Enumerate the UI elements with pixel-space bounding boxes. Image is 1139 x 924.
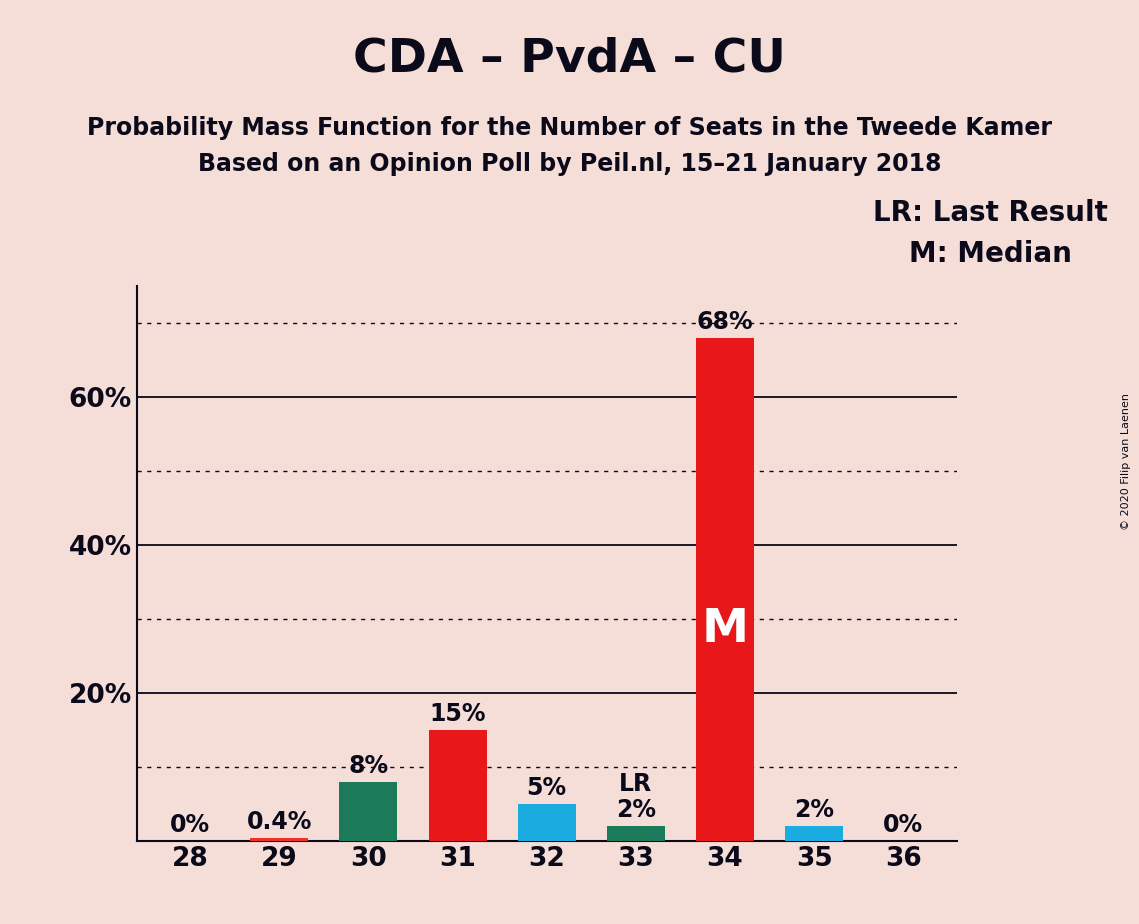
Text: 2%: 2%	[616, 798, 656, 822]
Text: © 2020 Filip van Laenen: © 2020 Filip van Laenen	[1121, 394, 1131, 530]
Text: 0%: 0%	[170, 813, 211, 837]
Text: LR: Last Result: LR: Last Result	[874, 199, 1108, 226]
Text: Probability Mass Function for the Number of Seats in the Tweede Kamer: Probability Mass Function for the Number…	[87, 116, 1052, 140]
Text: 68%: 68%	[697, 310, 753, 334]
Text: M: M	[702, 607, 748, 652]
Text: 15%: 15%	[429, 702, 486, 726]
Text: 0.4%: 0.4%	[247, 810, 312, 834]
Bar	[339, 782, 398, 841]
Text: Based on an Opinion Poll by Peil.nl, 15–21 January 2018: Based on an Opinion Poll by Peil.nl, 15–…	[198, 152, 941, 176]
Bar	[428, 730, 486, 841]
Text: M: Median: M: Median	[910, 240, 1072, 268]
Text: 0%: 0%	[883, 813, 924, 837]
Text: 2%: 2%	[794, 798, 834, 822]
Bar	[518, 804, 575, 841]
Bar	[251, 838, 309, 841]
Text: 5%: 5%	[526, 776, 567, 800]
Bar	[607, 826, 665, 841]
Bar	[696, 338, 754, 841]
Bar	[785, 826, 843, 841]
Text: LR: LR	[620, 772, 653, 796]
Text: 8%: 8%	[349, 754, 388, 778]
Text: CDA – PvdA – CU: CDA – PvdA – CU	[353, 37, 786, 82]
